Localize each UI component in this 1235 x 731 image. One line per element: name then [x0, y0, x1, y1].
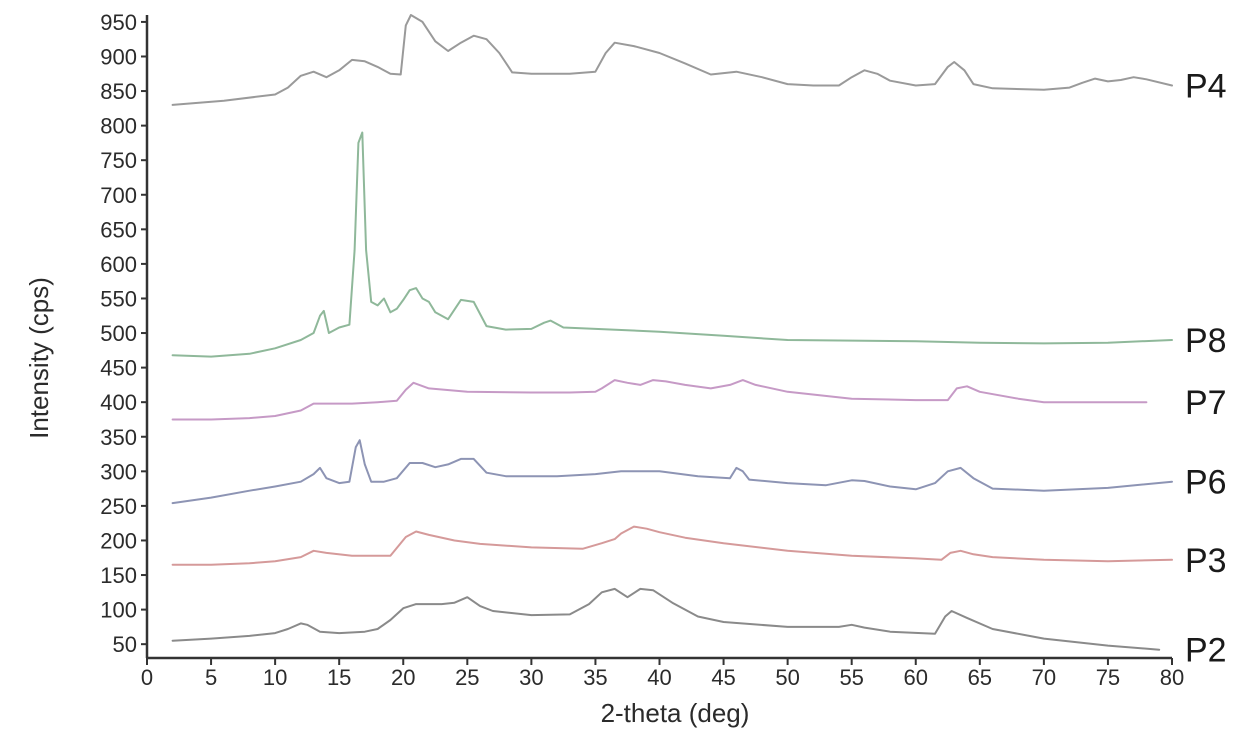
- x-tick-label: 55: [839, 665, 863, 690]
- y-tick-label: 650: [100, 217, 137, 242]
- y-tick-label: 150: [100, 563, 137, 588]
- x-tick-label: 70: [1032, 665, 1056, 690]
- y-tick-label: 600: [100, 252, 137, 277]
- y-tick-layer: 50 100 150 200 250 300 350 400 450 500 550 600 650 70…: [100, 10, 147, 657]
- x-tick-label: 20: [391, 665, 415, 690]
- x-tick-label: 0: [141, 665, 153, 690]
- x-tick-label: 10: [263, 665, 287, 690]
- y-tick-label: 350: [100, 425, 137, 450]
- y-tick-label: 400: [100, 390, 137, 415]
- y-tick-label: 750: [100, 148, 137, 173]
- y-tick-label: 200: [100, 528, 137, 553]
- y-tick-label: 500: [100, 321, 137, 346]
- y-tick-label: 550: [100, 286, 137, 311]
- series-label-p8: P8: [1185, 322, 1227, 360]
- y-tick-label: 250: [100, 494, 137, 519]
- series-line-p7: [171, 379, 1148, 421]
- x-tick-label: 15: [327, 665, 351, 690]
- x-tick-label: 45: [711, 665, 735, 690]
- x-tick-label: 5: [205, 665, 217, 690]
- series-line-p3: [171, 525, 1173, 566]
- x-tick-label: 75: [1096, 665, 1120, 690]
- x-tick-label: 65: [968, 665, 992, 690]
- y-tick-label: 50: [113, 632, 137, 657]
- series-label-p2: P2: [1185, 632, 1227, 670]
- y-tick-label: 850: [100, 79, 137, 104]
- x-tick-label: 30: [519, 665, 543, 690]
- x-tick-label: 60: [904, 665, 928, 690]
- y-tick-label: 950: [100, 10, 137, 35]
- x-tick-label: 80: [1160, 665, 1184, 690]
- y-axis-title: Intensity (cps): [24, 277, 54, 439]
- x-tick-label: 35: [583, 665, 607, 690]
- series-line-p2: [171, 587, 1161, 651]
- series-line-p6: [171, 439, 1173, 505]
- x-tick-label: 50: [775, 665, 799, 690]
- y-tick-label: 800: [100, 114, 137, 139]
- y-tick-label: 450: [100, 356, 137, 381]
- x-tick-label: 25: [455, 665, 479, 690]
- series-label-p6: P6: [1185, 464, 1227, 502]
- y-tick-label: 100: [100, 598, 137, 623]
- series-line-p4: [171, 14, 1173, 106]
- x-tick-label: 40: [647, 665, 671, 690]
- series-label-p3: P3: [1185, 542, 1227, 580]
- x-tick-layer: 0 5 10 15 20 25 30 35 40 45 50 55 60 65 70 75 80: [141, 658, 1184, 690]
- x-axis-title: 2-theta (deg): [601, 698, 750, 728]
- series-label-p4: P4: [1185, 68, 1227, 106]
- y-tick-label: 300: [100, 459, 137, 484]
- y-tick-label: 700: [100, 183, 137, 208]
- series-line-p8: [171, 131, 1173, 358]
- series-layer: [171, 14, 1173, 651]
- series-label-layer: P4 P8 P7 P6 P3 P2: [1185, 68, 1227, 670]
- y-tick-label: 900: [100, 44, 137, 69]
- series-label-p7: P7: [1185, 384, 1227, 422]
